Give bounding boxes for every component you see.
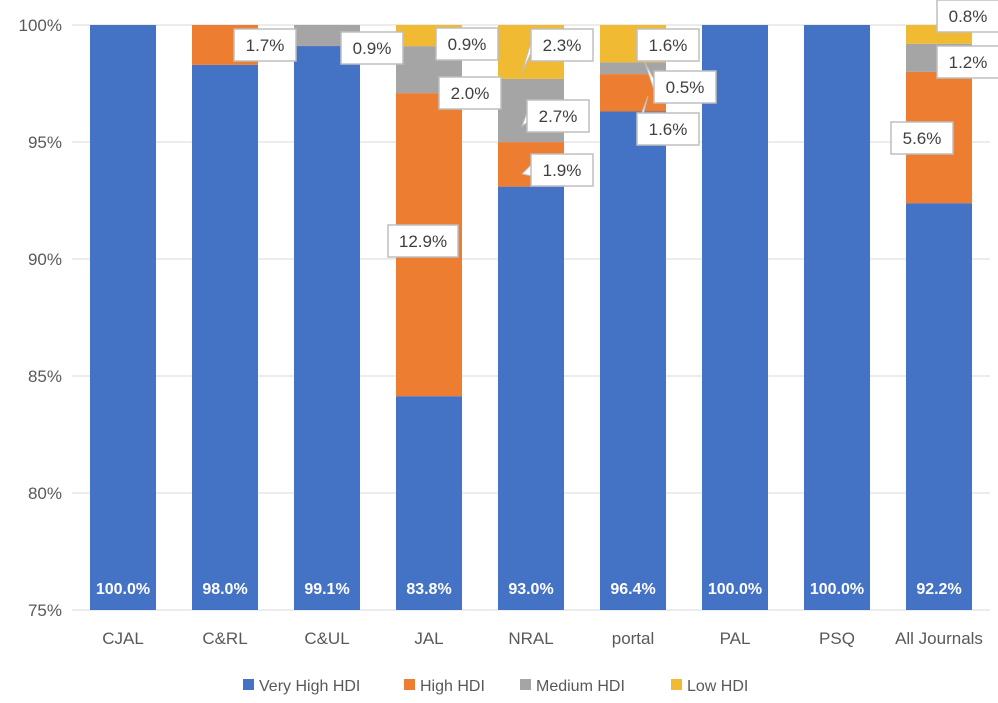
legend-swatch — [520, 679, 531, 690]
callout-box — [530, 28, 594, 62]
legend-label: High HDI — [420, 678, 485, 695]
callout-box — [890, 121, 954, 155]
callout-label: 1.2% — [936, 45, 998, 79]
data-label: 92.2% — [916, 581, 961, 598]
callout-label: 2.0% — [438, 76, 502, 110]
legend-swatch — [671, 679, 682, 690]
bar-segment — [498, 186, 564, 610]
callout-label: 1.9% — [520, 153, 594, 187]
callout-box — [435, 27, 499, 61]
callout-label: 0.8% — [936, 0, 998, 33]
legend-label: Low HDI — [687, 678, 748, 695]
callout-box — [636, 28, 700, 62]
callout-box — [526, 99, 590, 133]
data-label: 2.0% — [451, 84, 490, 103]
data-label: 1.9% — [543, 161, 582, 180]
callout-box — [653, 70, 717, 104]
x-tick-label: portal — [612, 629, 655, 648]
bars — [90, 25, 972, 611]
bar-segment — [600, 62, 666, 75]
callout-box — [233, 28, 297, 62]
bar-segment — [192, 64, 258, 610]
data-label: 100.0% — [708, 581, 762, 598]
y-tick-label: 80% — [28, 484, 62, 503]
data-label: 93.0% — [508, 581, 553, 598]
y-tick-label: 95% — [28, 133, 62, 152]
data-label: 0.8% — [949, 7, 988, 26]
data-label: 96.4% — [610, 581, 655, 598]
callout-label: 1.6% — [635, 28, 700, 62]
data-label: 0.5% — [666, 78, 705, 97]
callout-label: 1.6% — [636, 95, 700, 146]
x-tick-label: C&RL — [202, 629, 247, 648]
x-tick-label: CJAL — [102, 629, 144, 648]
data-label: 2.7% — [539, 107, 578, 126]
data-label: 1.6% — [649, 120, 688, 139]
data-label: 1.6% — [649, 36, 688, 55]
x-tick-label: PAL — [720, 629, 751, 648]
data-label: 1.2% — [949, 53, 988, 72]
callout-label: 0.9% — [340, 31, 404, 65]
callout-box — [340, 31, 404, 65]
data-label: 100.0% — [96, 581, 150, 598]
bar-segment — [702, 25, 768, 610]
callout-label: 12.9% — [387, 224, 459, 258]
callout-label: 0.9% — [435, 27, 499, 61]
data-label: 12.9% — [399, 232, 447, 251]
y-tick-label: 100% — [19, 16, 62, 35]
callout-box — [936, 45, 998, 79]
legend-swatch — [404, 679, 415, 690]
data-label: 83.8% — [406, 581, 451, 598]
bar-segment — [600, 111, 666, 611]
callout-box — [636, 112, 700, 146]
bar-segment — [396, 396, 462, 610]
callout-box — [530, 153, 594, 187]
callout-label: 2.7% — [520, 99, 590, 133]
callout-box — [438, 76, 502, 110]
data-label: 1.7% — [246, 36, 285, 55]
callout-label: 5.6% — [890, 121, 954, 155]
y-tick-label: 75% — [28, 601, 62, 620]
legend: Very High HDI High HDI Medium HDI Low HDI — [243, 678, 748, 695]
bar-segment — [906, 203, 972, 610]
data-label: 100.0% — [810, 581, 864, 598]
x-tick-label: JAL — [414, 629, 443, 648]
callout-label: 1.7% — [233, 28, 297, 62]
x-tick-label: PSQ — [819, 629, 855, 648]
bar-segment — [90, 25, 156, 610]
callout-box — [936, 0, 998, 33]
x-tick-label: NRAL — [508, 629, 553, 648]
data-label: 0.9% — [448, 35, 487, 54]
data-label: 98.0% — [202, 581, 247, 598]
callout-label: 0.5% — [644, 62, 717, 104]
y-tick-label: 90% — [28, 250, 62, 269]
data-label: 0.9% — [353, 39, 392, 58]
data-label: 99.1% — [304, 581, 349, 598]
callout-box — [387, 224, 459, 258]
legend-label: Medium HDI — [536, 678, 625, 695]
bar-segment — [294, 46, 360, 611]
legend-swatch — [243, 679, 254, 690]
callout-label: 2.3% — [521, 28, 594, 73]
y-tick-label: 85% — [28, 367, 62, 386]
data-label: 5.6% — [903, 129, 942, 148]
legend-label: Very High HDI — [259, 678, 360, 695]
x-tick-label: C&UL — [304, 629, 349, 648]
x-tick-label: All Journals — [895, 629, 983, 648]
bar-segment — [804, 25, 870, 610]
data-label: 2.3% — [543, 36, 582, 55]
